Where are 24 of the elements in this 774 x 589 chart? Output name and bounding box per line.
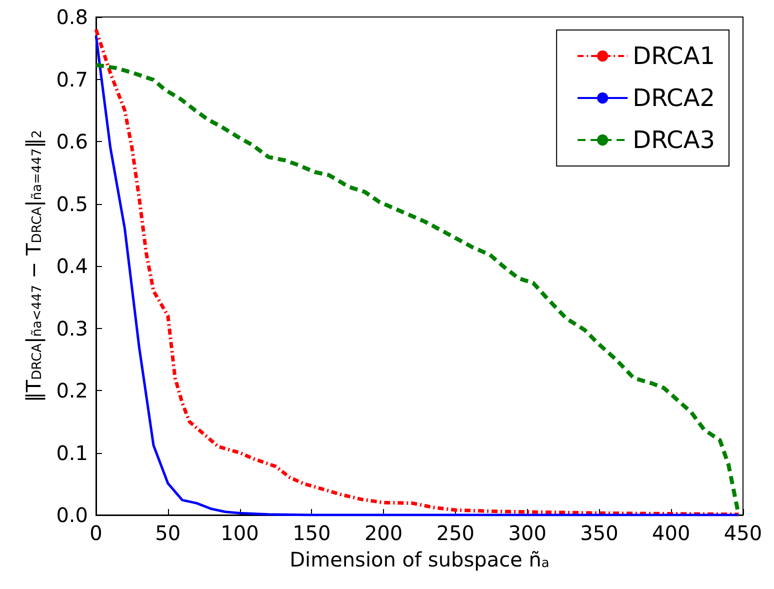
x-tick-label: 450 — [724, 521, 762, 545]
y-tick-label: 0.1 — [56, 440, 88, 465]
y-tick-label: 0.5 — [56, 192, 88, 216]
y-tick-label: 0.6 — [56, 130, 88, 154]
x-tick-label: 50 — [155, 521, 181, 545]
text: ‖TDRCA|ña<447 − TDRCA|ña=447‖2 — [22, 130, 46, 402]
x-axis-title: Dimension of subspace ña — [290, 548, 550, 572]
x-tick-label: 150 — [292, 521, 331, 545]
y-tick-label: 0.8 — [56, 5, 88, 29]
y-tick-label: 0.4 — [56, 254, 88, 278]
y-tick-label: 0.3 — [56, 316, 88, 340]
x-tick-label: 200 — [364, 521, 403, 545]
x-tick-label: 350 — [580, 521, 618, 545]
x-tick-label: 400 — [652, 521, 690, 545]
x-tick-label: 100 — [220, 521, 259, 545]
legend-label: DRCA1 — [632, 42, 715, 70]
x-tick-label: 250 — [436, 521, 475, 545]
legend-label: DRCA2 — [632, 84, 715, 112]
x-tick-label: 0 — [90, 521, 102, 545]
y-tick-label: 0.0 — [56, 503, 88, 527]
y-tick-label: 0.2 — [56, 378, 88, 402]
x-tick-label: 300 — [508, 521, 546, 545]
legend-label: DRCA3 — [632, 126, 715, 154]
y-tick-label: 0.7 — [56, 67, 88, 92]
